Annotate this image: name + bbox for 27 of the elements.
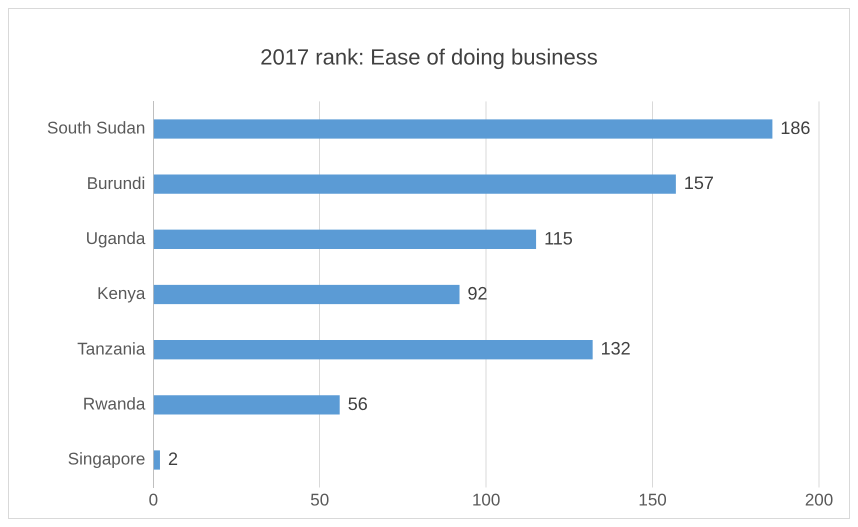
x-tick-label: 50 — [310, 490, 330, 510]
data-label: 157 — [684, 173, 714, 194]
x-tick-label: 0 — [148, 490, 158, 510]
bar — [154, 395, 340, 414]
y-tick-label: Kenya — [97, 284, 146, 304]
data-label: 92 — [468, 283, 488, 304]
x-tick-label: 200 — [804, 490, 834, 510]
data-label: 115 — [544, 228, 573, 248]
bar — [154, 174, 676, 194]
data-label: 56 — [348, 394, 368, 414]
data-label: 186 — [780, 118, 810, 138]
y-tick-label: South Sudan — [46, 118, 146, 138]
y-tick-label: Rwanda — [82, 394, 146, 414]
y-tick-label: Burundi — [86, 174, 146, 193]
x-tick-label: 150 — [638, 490, 667, 510]
x-tick-label: 100 — [472, 490, 500, 510]
y-tick-label: Singapore — [68, 450, 146, 469]
bar — [154, 450, 160, 470]
data-label: 132 — [600, 338, 631, 359]
chart-title: 2017 rank: Ease of doing business — [260, 44, 598, 70]
y-tick-label: Tanzania — [77, 339, 146, 358]
bar — [154, 230, 536, 249]
bar — [154, 119, 772, 139]
data-label: 2 — [168, 448, 178, 469]
bar — [154, 284, 460, 304]
bar — [154, 340, 593, 360]
y-tick-label: Uganda — [86, 229, 146, 248]
